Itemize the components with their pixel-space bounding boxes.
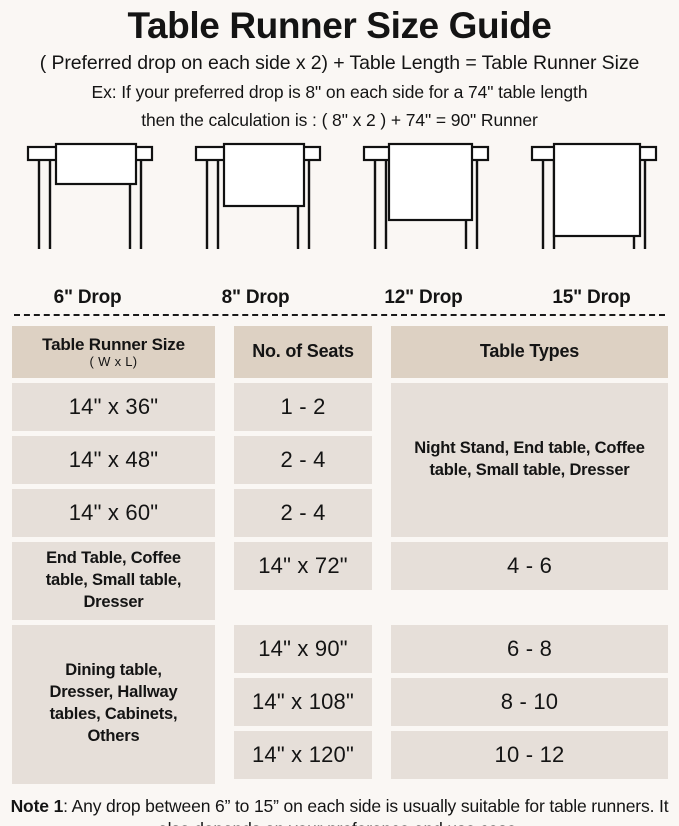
- table-row: 14" x 120": [234, 730, 372, 779]
- drop-label-6in: 6" Drop: [53, 286, 122, 308]
- table-header-table-types: Table Types: [391, 325, 668, 378]
- table-figure-12in: [342, 141, 505, 289]
- table-row: 14" x 48": [12, 435, 215, 484]
- table-diagram-svg: [26, 142, 154, 249]
- table-row: 1 - 2: [234, 382, 372, 431]
- table-diagram-svg: [530, 142, 658, 249]
- dashed-divider: [14, 313, 665, 316]
- table-row: 2 - 4: [234, 435, 372, 484]
- note-1: Note 1: Any drop between 6” to 15” on ea…: [6, 795, 673, 826]
- note-1-label: Note 1: [10, 795, 64, 816]
- header-label-seats: No. of Seats: [252, 341, 354, 362]
- table-row: 14" x 108": [234, 677, 372, 726]
- table-row: 14" x 36": [12, 382, 215, 431]
- table-types-cell-3: Dining table, Dresser, Hallway tables, C…: [12, 624, 215, 784]
- page-title: Table Runner Size Guide: [127, 5, 552, 46]
- table-row: 8 - 10: [391, 677, 668, 726]
- header-label-sub: ( W x L): [89, 353, 138, 369]
- header-block: Table Runner Size Guide ( Preferred drop…: [0, 0, 679, 133]
- drop-illustrations: [0, 141, 679, 289]
- size-table: Table Runner Size ( W x L) No. of Seats …: [12, 325, 668, 784]
- table-row: 2 - 4: [234, 488, 372, 537]
- table-figure-6in: [6, 141, 169, 289]
- table-row: 4 - 6: [391, 541, 668, 590]
- formula-text: ( Preferred drop on each side x 2) + Tab…: [39, 52, 640, 75]
- table-figure-8in: [174, 141, 337, 289]
- table-row: 6 - 8: [391, 624, 668, 673]
- table-row: 10 - 12: [391, 730, 668, 779]
- drop-label-row: 6" Drop 8" Drop 12" Drop 15" Drop: [0, 287, 679, 309]
- table-header-runner-size: Table Runner Size ( W x L): [12, 325, 215, 378]
- example-line-2: then the calculation is : ( 8" x 2 ) + 7…: [141, 109, 538, 130]
- table-header-seats: No. of Seats: [234, 325, 372, 378]
- table-row: 14" x 90": [234, 624, 372, 673]
- drop-label-8in: 8" Drop: [221, 286, 290, 308]
- drop-label-12in: 12" Drop: [384, 286, 463, 308]
- table-row: 14" x 72": [234, 541, 372, 590]
- example-line-1: Ex: If your preferred drop is 8" on each…: [91, 82, 588, 103]
- table-types-cell-1: Night Stand, End table, Coffee table, Sm…: [391, 382, 668, 537]
- table-row: 14" x 60": [12, 488, 215, 537]
- drop-label-15in: 15" Drop: [552, 286, 631, 308]
- note-1-text: : Any drop between 6” to 15” on each sid…: [63, 795, 669, 826]
- notes-block: Note 1: Any drop between 6” to 15” on ea…: [0, 795, 679, 826]
- table-types-cell-2: End Table, Coffee table, Small table, Dr…: [12, 541, 215, 620]
- header-label-main: Table Runner Size: [42, 334, 185, 354]
- table-diagram-svg: [362, 142, 490, 249]
- table-diagram-svg: [194, 142, 322, 249]
- header-label-types: Table Types: [479, 340, 580, 361]
- table-figure-15in: [510, 141, 673, 289]
